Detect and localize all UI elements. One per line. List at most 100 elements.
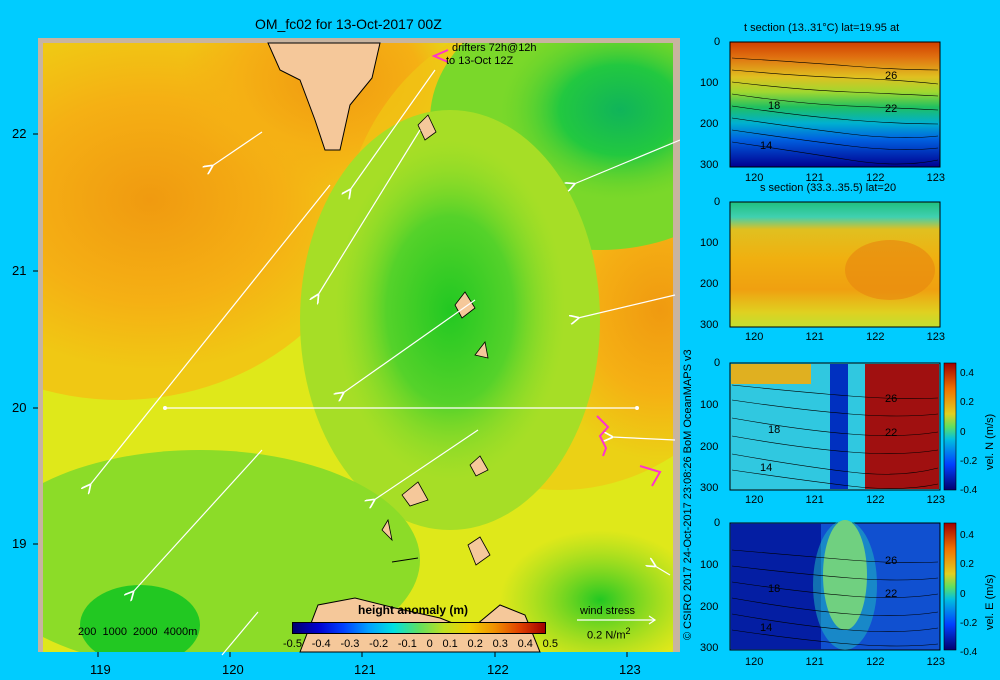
wind-vector — [90, 184, 331, 485]
x-tick: 122 — [866, 494, 885, 506]
wind-vector — [343, 299, 476, 393]
vel-e-deep-layer — [731, 524, 821, 649]
s-y-tick: 300 — [700, 319, 719, 331]
x-tick: 120 — [745, 656, 764, 668]
wind-stress-vectors — [90, 69, 680, 656]
x-tick: 123 — [926, 331, 945, 343]
height-anomaly-colorbar — [292, 622, 546, 634]
x-tick: 120 — [745, 331, 764, 343]
colorbar-tick-labels: -0.5 -0.4 -0.3 -0.2 -0.1 0 0.1 0.2 0.3 0… — [283, 638, 558, 650]
map-axis-ticks — [33, 133, 628, 657]
x-tick: 123 — [926, 494, 945, 506]
height-anomaly-colorbar-title: height anomaly (m) — [358, 603, 469, 617]
colorbar-tick-label: -0.5 — [283, 638, 302, 650]
drifter-tracks — [431, 49, 662, 487]
depth-contour-legend: 200 1000 2000 4000m — [78, 626, 198, 638]
s-section-title: s section (33.3..35.5) lat=20 — [760, 182, 897, 194]
x-tick: 122 — [866, 656, 885, 668]
t-section-plot — [729, 41, 941, 168]
islet-3 — [474, 341, 489, 359]
colorbar-tick-label: 0 — [426, 638, 433, 650]
height-anomaly-map — [33, 38, 680, 657]
wind-vector — [655, 566, 671, 576]
colorbar-tick: 0.2 — [960, 397, 974, 409]
map-y-tick-label: 19 — [12, 536, 27, 551]
colorbar-tick: 0 — [960, 588, 966, 600]
contour-label: 18 — [768, 100, 781, 112]
contour-label: 18 — [768, 583, 781, 595]
vn-y-tick: 100 — [700, 399, 719, 411]
t-y-tick: 0 — [714, 36, 721, 48]
contour-label: 14 — [760, 462, 773, 474]
x-tick: 121 — [805, 656, 824, 668]
colorbar-tick-label: -0.3 — [340, 638, 360, 650]
vel-n-surface-band — [731, 364, 811, 384]
x-tick: 121 — [805, 331, 824, 343]
s-section-high-salinity-core — [845, 240, 935, 300]
x-tick: 123 — [926, 172, 945, 184]
wind-vector — [578, 294, 676, 318]
wind-vector — [318, 129, 421, 295]
wind-stress-scale-arrow — [577, 615, 657, 625]
vel-n-jet-east — [865, 364, 939, 489]
islet-2 — [454, 291, 476, 319]
wind-vector — [221, 611, 259, 656]
wind-vector — [133, 449, 263, 592]
ve-colorbar-ticks: 0.4 0.2 0 -0.2 -0.4 — [960, 530, 977, 658]
contour-label: 22 — [885, 427, 898, 439]
vn-colorbar-label: vel. N (m/s) — [984, 413, 996, 470]
map-x-tick-label: 123 — [619, 662, 641, 677]
ve-y-tick: 200 — [700, 601, 719, 613]
s-y-tick: 0 — [714, 196, 721, 208]
s-x-ticks: 120 121 122 123 — [745, 331, 945, 343]
ve-colorbar-label: vel. E (m/s) — [984, 574, 996, 630]
x-tick: 120 — [745, 172, 764, 184]
ve-y-tick: 100 — [700, 559, 719, 571]
drifter-legend-line1: drifters 72h@12h — [452, 42, 537, 54]
x-tick: 122 — [866, 172, 885, 184]
vel-e-colorbar — [943, 522, 957, 651]
colorbar-tick: -0.2 — [960, 617, 978, 629]
drifter-legend-mark — [431, 49, 449, 63]
contour-label: 26 — [885, 393, 898, 405]
section-start-marker — [163, 406, 167, 410]
section-panels — [729, 41, 957, 651]
s-y-tick: 200 — [700, 278, 719, 290]
map-x-tick-label: 122 — [487, 662, 509, 677]
colorbar-tick-label: -0.1 — [397, 638, 417, 650]
contour-label: 22 — [885, 103, 898, 115]
colorbar-tick-label: 0.5 — [542, 638, 558, 650]
contour-label: 14 — [760, 622, 773, 634]
t-x-ticks: 120 121 122 123 — [745, 172, 945, 184]
vel-e-section-contours — [731, 549, 939, 647]
wind-vector — [350, 69, 436, 190]
wind-stress-scale-label: 0.2 N/m2 — [587, 626, 631, 642]
drifter-track — [596, 415, 610, 457]
colorbar-tick-label: 0.4 — [517, 638, 533, 650]
vn-y-tick: 300 — [700, 482, 719, 494]
map-y-tick-label: 22 — [12, 126, 27, 141]
contour-label: 14 — [760, 140, 773, 152]
x-tick: 120 — [745, 494, 764, 506]
x-tick: 123 — [926, 656, 945, 668]
t-section-contours — [731, 57, 939, 165]
map-x-tick-label: 120 — [222, 662, 244, 677]
t-y-tick: 100 — [700, 77, 719, 89]
wind-vector — [574, 139, 680, 184]
colorbar-tick-label: 0.1 — [442, 638, 458, 650]
map-x-tick-label: 121 — [354, 662, 376, 677]
wind-vector — [374, 429, 479, 500]
contour-label: 22 — [885, 588, 898, 600]
map-y-tick-label: 21 — [12, 263, 27, 278]
wind-vector — [212, 131, 263, 166]
wind-stress-scale-text: 0.2 N/m — [587, 629, 626, 642]
colorbar-tick: 0 — [960, 426, 966, 438]
x-tick: 121 — [805, 494, 824, 506]
colorbar-tick: 0.4 — [960, 530, 974, 541]
x-tick: 122 — [866, 331, 885, 343]
ve-y-tick: 0 — [714, 517, 721, 529]
colorbar-tick-label: -0.4 — [311, 638, 331, 650]
islet-4 — [469, 455, 489, 477]
colorbar-tick: 0.2 — [960, 559, 974, 571]
t-y-tick: 300 — [700, 159, 719, 171]
